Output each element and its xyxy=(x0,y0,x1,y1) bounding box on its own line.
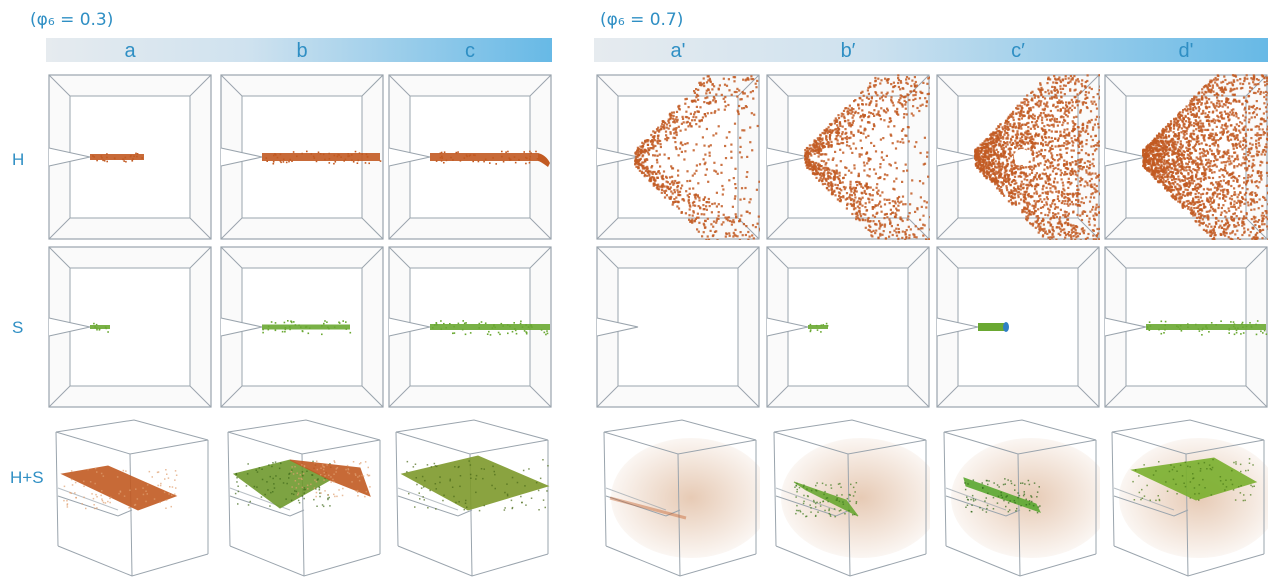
panel-HS-6 xyxy=(1104,418,1268,580)
panel-H-4 xyxy=(766,74,930,240)
row-label-S: S xyxy=(12,318,24,337)
panel-H-1 xyxy=(220,74,384,240)
panel-HS-5 xyxy=(936,418,1100,580)
panel-HS-0 xyxy=(48,418,212,580)
panel-S-2-graphic xyxy=(388,246,552,408)
panel-S-0 xyxy=(48,246,212,408)
panel-HS-0-graphic xyxy=(55,419,209,577)
panel-S-6 xyxy=(1104,246,1268,408)
panel-HS-4-graphic xyxy=(773,419,930,577)
panel-HS-4 xyxy=(766,418,930,580)
panel-S-1-graphic xyxy=(220,246,384,408)
panel-H-2 xyxy=(388,74,552,240)
panel-H-6-graphic xyxy=(1104,74,1268,240)
panel-H-5 xyxy=(936,74,1100,240)
panel-HS-3-graphic xyxy=(603,419,760,577)
panel-H-4-graphic xyxy=(766,74,930,240)
panel-H-5-graphic xyxy=(936,74,1100,240)
column-label-c-prime: c′ xyxy=(1011,40,1025,62)
panel-S-4 xyxy=(766,246,930,408)
panel-S-3-graphic xyxy=(596,246,760,408)
panel-S-6-graphic xyxy=(1104,246,1268,408)
column-label-c: c xyxy=(465,40,475,62)
panel-HS-3 xyxy=(596,418,760,580)
group-title-left: (φ₆ = 0.3) xyxy=(30,10,114,30)
panel-HS-2-graphic xyxy=(395,419,550,577)
column-label-b-prime: b′ xyxy=(840,40,856,62)
panel-HS-5-graphic xyxy=(943,419,1100,577)
panel-S-2 xyxy=(388,246,552,408)
column-header-band-right xyxy=(594,38,1268,62)
panel-S-3 xyxy=(596,246,760,408)
panel-H-3 xyxy=(596,74,760,240)
column-label-a: a xyxy=(124,40,136,62)
group-title-right: (φ₆ = 0.7) xyxy=(600,10,684,30)
column-label-d-prime: d' xyxy=(1178,40,1194,62)
panel-S-1 xyxy=(220,246,384,408)
panel-H-0 xyxy=(48,74,212,240)
panel-S-4-graphic xyxy=(766,246,930,408)
panel-HS-2 xyxy=(388,418,552,580)
row-label-HS: H+S xyxy=(10,468,44,487)
panel-H-1-graphic xyxy=(220,74,384,240)
column-label-b: b xyxy=(296,40,308,62)
panel-H-2-graphic xyxy=(388,74,552,240)
row-label-H: H xyxy=(12,150,25,169)
panel-H-0-graphic xyxy=(48,74,212,240)
column-header-band-left xyxy=(46,38,552,62)
panel-HS-6-graphic xyxy=(1111,419,1268,577)
panel-HS-1-graphic xyxy=(227,419,381,577)
panel-S-5-graphic xyxy=(936,246,1100,408)
panel-S-0-graphic xyxy=(48,246,212,408)
panel-H-3-graphic xyxy=(596,74,760,240)
panel-S-5 xyxy=(936,246,1100,408)
panel-H-6 xyxy=(1104,74,1268,240)
panel-HS-1 xyxy=(220,418,384,580)
column-label-a-prime: a' xyxy=(670,40,686,62)
